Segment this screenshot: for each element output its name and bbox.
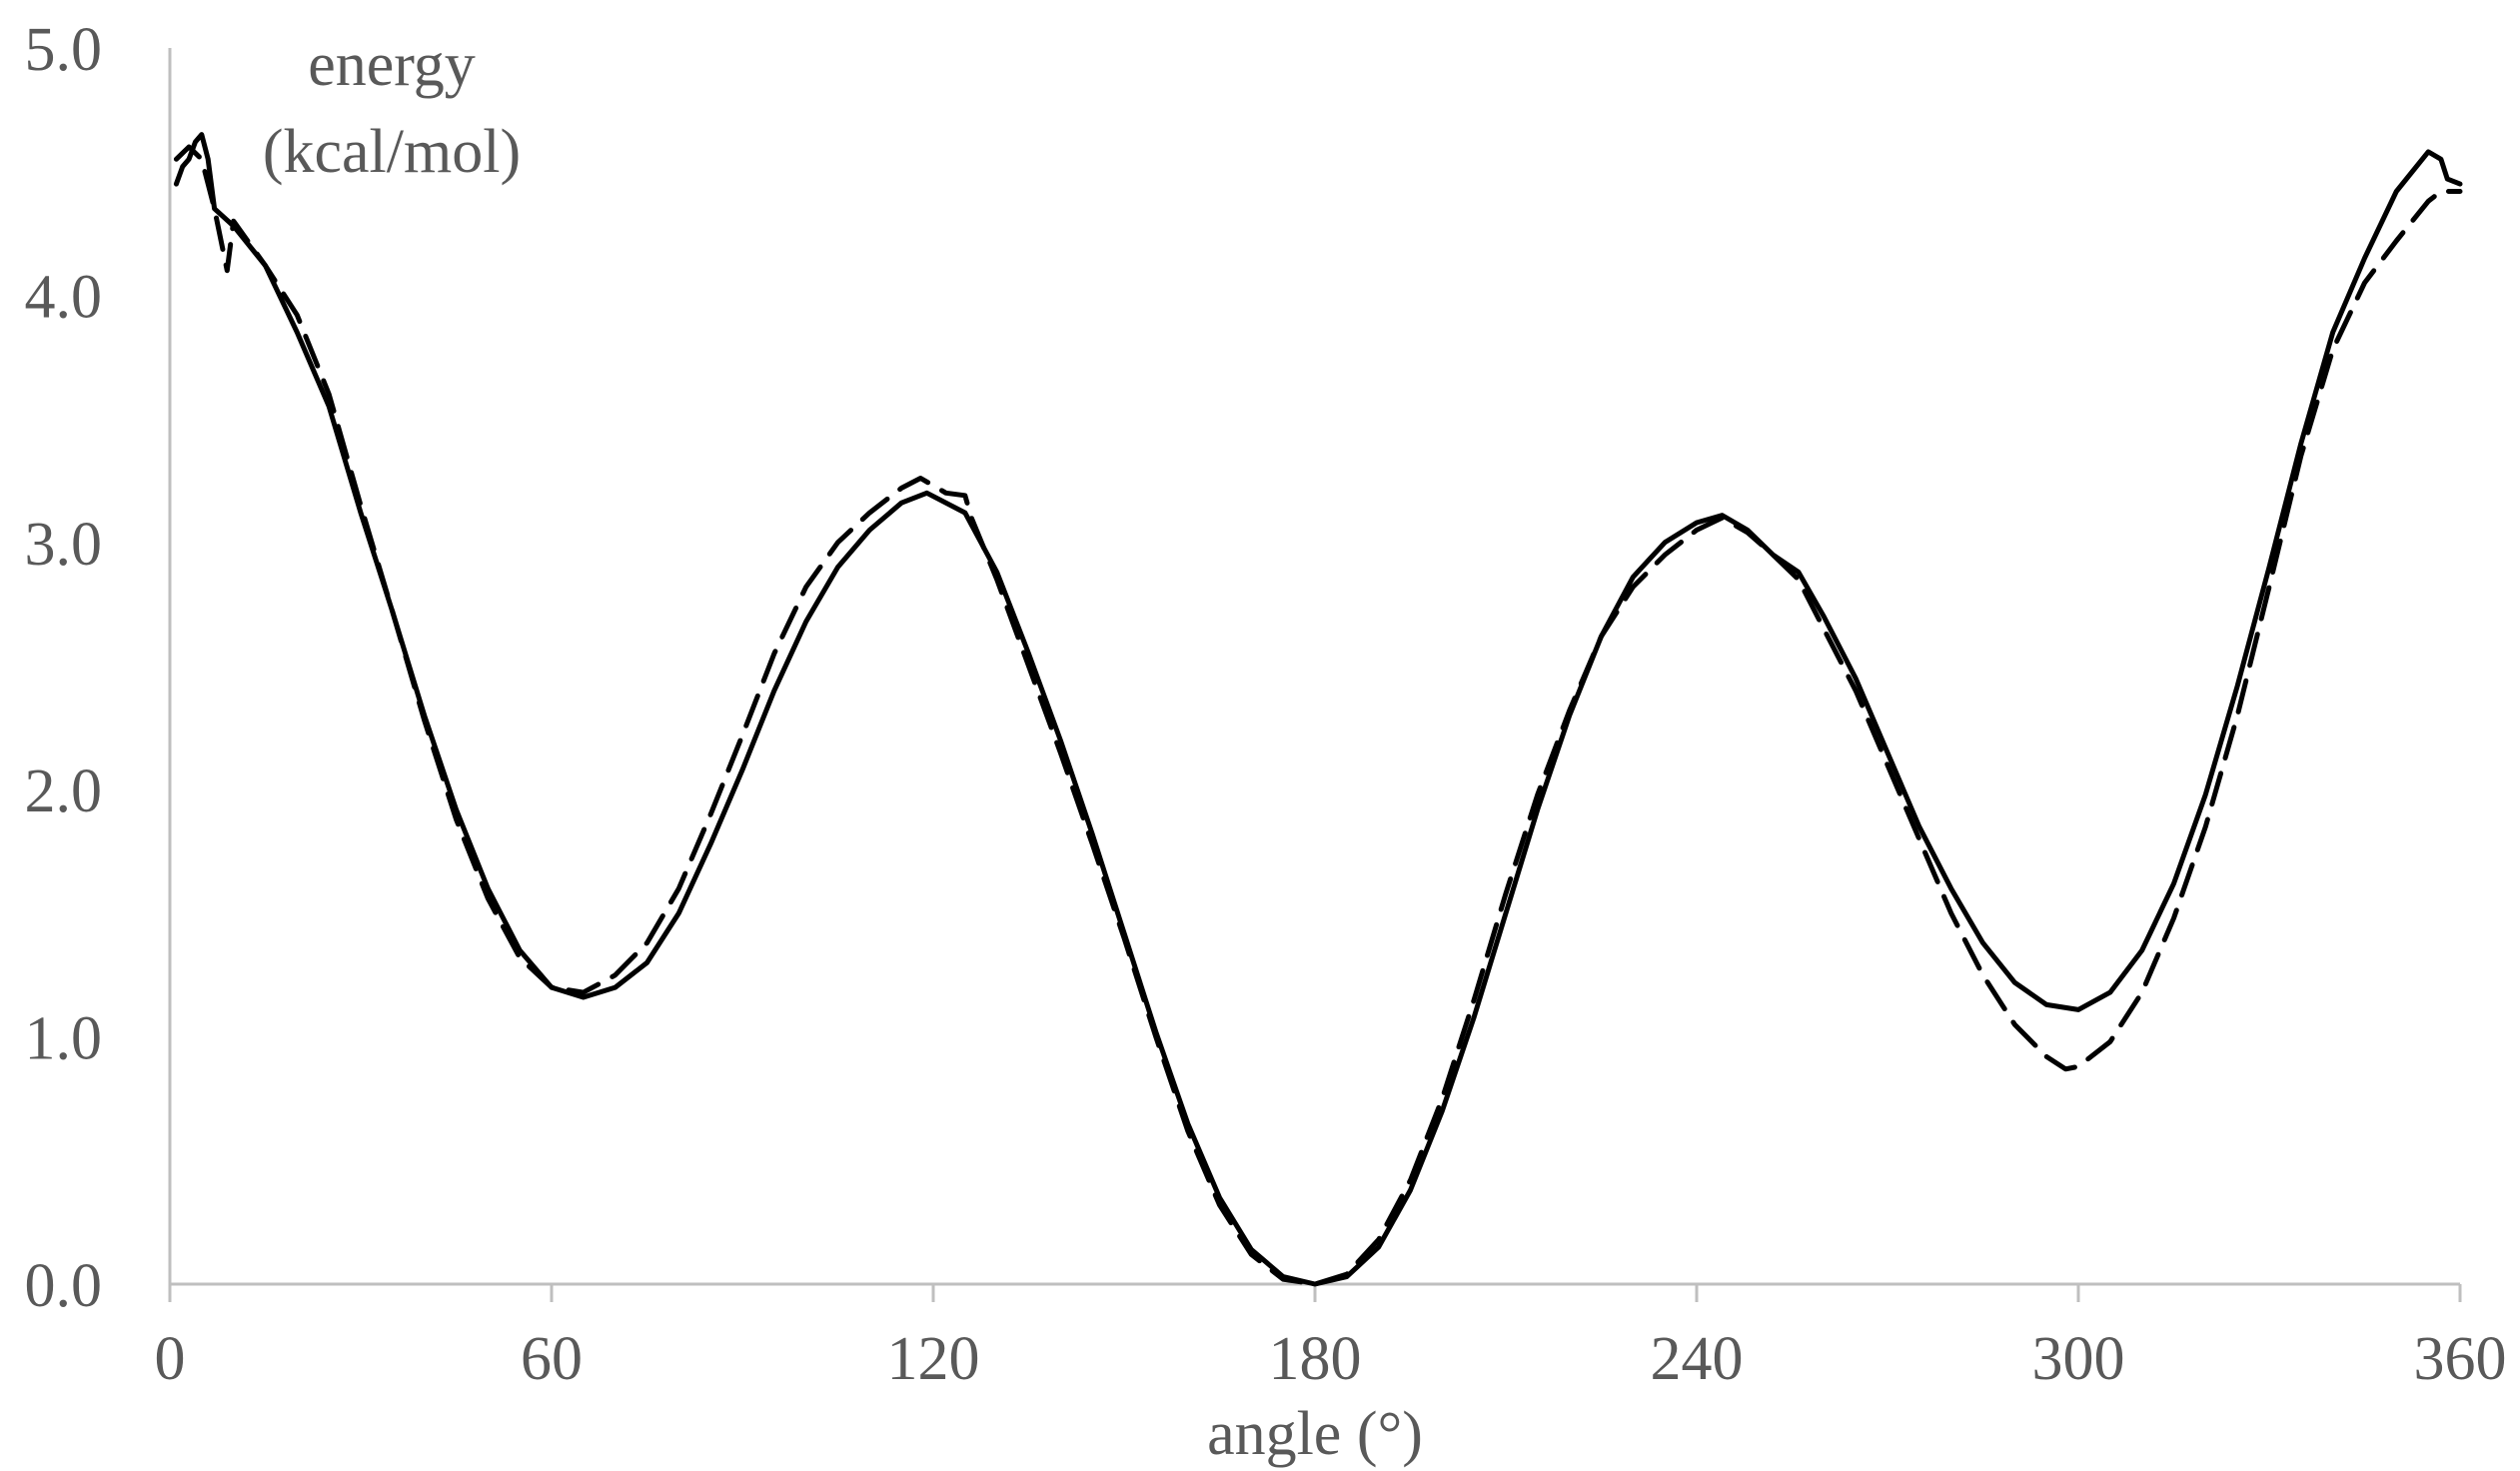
x-tick-label: 60 (521, 1325, 583, 1393)
x-tick-label: 120 (887, 1325, 980, 1393)
x-tick-label: 300 (2032, 1325, 2125, 1393)
x-tick-label: 360 (2414, 1325, 2507, 1393)
y-tick-label: 1.0 (25, 1005, 103, 1073)
x-axis-title: angle (°) (1207, 1400, 1423, 1468)
y-tick-label: 4.0 (25, 263, 103, 331)
y-tick-labels: 0.0 1.0 2.0 3.0 4.0 5.0 (25, 16, 103, 1320)
solid-series-line (173, 132, 2463, 1287)
y-tick-label: 0.0 (25, 1252, 103, 1320)
y-axis-title-line-2: (kcal/mol) (263, 118, 521, 186)
x-tick-label: 0 (155, 1325, 186, 1393)
dashed-series-line (173, 144, 2463, 1287)
axes (168, 48, 2460, 1286)
y-tick-label: 3.0 (25, 511, 103, 579)
series-group (173, 132, 2463, 1287)
x-ticks: 0 60 120 180 240 300 360 (155, 1284, 2507, 1393)
y-axis-title-line-1: energy (308, 31, 476, 99)
x-tick-label: 240 (1651, 1325, 1744, 1393)
y-tick-label: 5.0 (25, 16, 103, 84)
x-tick-label: 180 (1269, 1325, 1362, 1393)
y-tick-label: 2.0 (25, 757, 103, 825)
